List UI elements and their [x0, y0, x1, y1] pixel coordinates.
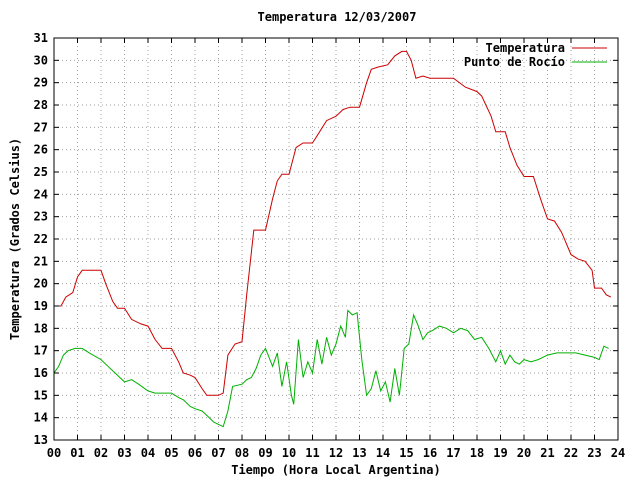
- x-tick-label: 11: [305, 446, 319, 460]
- y-tick-label: 16: [34, 366, 48, 380]
- y-tick-label: 27: [34, 120, 48, 134]
- x-tick-label: 13: [352, 446, 366, 460]
- y-tick-label: 23: [34, 210, 48, 224]
- x-tick-label: 15: [399, 446, 413, 460]
- legend-label: Temperatura: [486, 41, 565, 55]
- y-tick-label: 28: [34, 98, 48, 112]
- x-tick-label: 23: [587, 446, 601, 460]
- y-tick-label: 26: [34, 143, 48, 157]
- x-tick-label: 22: [564, 446, 578, 460]
- chart-title: Temperatura 12/03/2007: [258, 10, 417, 24]
- y-tick-label: 13: [34, 433, 48, 447]
- series-line-punto-de-rocio: [53, 309, 609, 428]
- y-tick-label: 21: [34, 254, 48, 268]
- x-tick-label: 05: [164, 446, 178, 460]
- legend-label: Punto de Rocío: [464, 55, 565, 69]
- y-tick-label: 15: [34, 388, 48, 402]
- y-tick-label: 31: [34, 31, 48, 45]
- x-tick-label: 02: [94, 446, 108, 460]
- x-tick-label: 20: [517, 446, 531, 460]
- x-tick-label: 12: [329, 446, 343, 460]
- x-tick-label: 17: [446, 446, 460, 460]
- x-tick-label: 06: [188, 446, 202, 460]
- y-axis-label: Temperatura (Grados Celsius): [8, 138, 22, 340]
- y-tick-label: 24: [34, 187, 48, 201]
- y-tick-label: 18: [34, 321, 48, 335]
- x-tick-label: 09: [258, 446, 272, 460]
- x-tick-label: 10: [282, 446, 296, 460]
- y-tick-label: 19: [34, 299, 48, 313]
- y-tick-label: 29: [34, 76, 48, 90]
- x-tick-label: 21: [540, 446, 554, 460]
- y-tick-label: 17: [34, 344, 48, 358]
- series-line-temperatura: [54, 50, 612, 396]
- y-tick-label: 22: [34, 232, 48, 246]
- x-tick-label: 19: [493, 446, 507, 460]
- x-tick-label: 24: [611, 446, 625, 460]
- y-tick-label: 25: [34, 165, 48, 179]
- x-tick-label: 01: [70, 446, 84, 460]
- x-tick-label: 07: [211, 446, 225, 460]
- y-tick-label: 20: [34, 277, 48, 291]
- x-tick-label: 14: [376, 446, 390, 460]
- y-tick-label: 14: [34, 411, 48, 425]
- x-tick-label: 16: [423, 446, 437, 460]
- grid-lines: [54, 38, 618, 440]
- y-tick-label: 30: [34, 53, 48, 67]
- x-tick-label: 00: [47, 446, 61, 460]
- y-axis-ticks: 13 14 15 16 17 18 19 20 21 22 23 24 25 26 27 28 29 30 31: [34, 31, 618, 447]
- x-tick-label: 03: [117, 446, 131, 460]
- series-layer: [53, 50, 612, 428]
- x-tick-label: 18: [470, 446, 484, 460]
- x-tick-label: 04: [141, 446, 155, 460]
- x-tick-label: 08: [235, 446, 249, 460]
- x-axis-ticks: 00 01 02 03 04 05 06 07 08 09 10 11 12 13 14 15 16 17 18 19…: [47, 38, 625, 460]
- x-axis-label: Tiempo (Hora Local Argentina): [231, 463, 441, 477]
